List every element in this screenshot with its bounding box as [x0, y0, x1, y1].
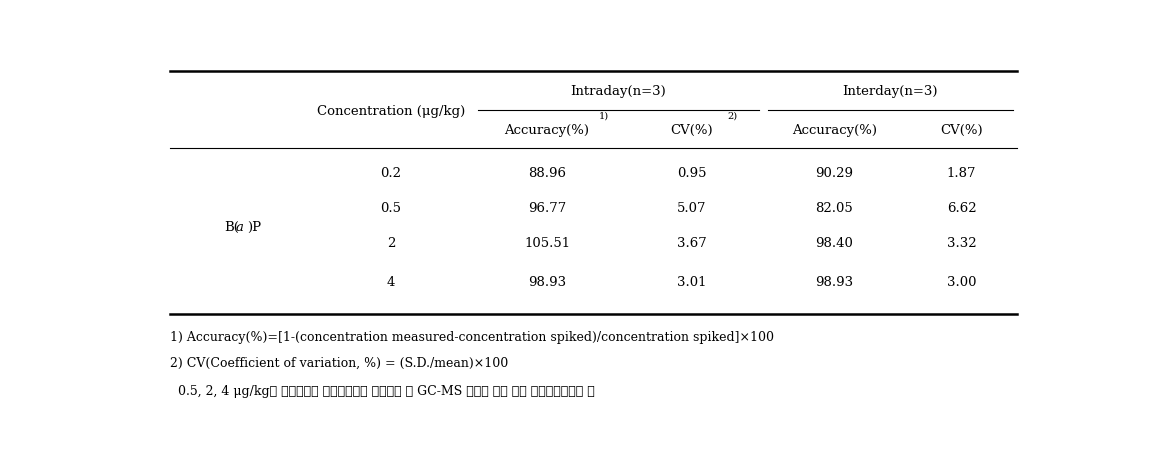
Text: 88.96: 88.96 [528, 167, 566, 180]
Text: 2: 2 [386, 237, 396, 250]
Text: Interday(n=3): Interday(n=3) [843, 86, 938, 98]
Text: 0.5, 2, 4 μg/kg을 올리브유에 스파이킹하여 전처리한 후 GC-MS 분석을 통해 얻은 크로마토그램을 통: 0.5, 2, 4 μg/kg을 올리브유에 스파이킹하여 전처리한 후 GC-… [170, 385, 596, 398]
Text: 96.77: 96.77 [528, 202, 566, 215]
Text: 98.93: 98.93 [815, 276, 853, 289]
Text: CV(%): CV(%) [941, 124, 983, 137]
Text: 0.5: 0.5 [381, 202, 401, 215]
Text: 5.07: 5.07 [677, 202, 706, 215]
Text: 3.00: 3.00 [946, 276, 976, 289]
Text: 82.05: 82.05 [815, 202, 853, 215]
Text: 0.95: 0.95 [677, 167, 706, 180]
Text: 105.51: 105.51 [524, 237, 570, 250]
Text: 1): 1) [599, 112, 608, 121]
Text: a: a [236, 221, 244, 234]
Text: 98.93: 98.93 [528, 276, 566, 289]
Text: 98.40: 98.40 [815, 237, 853, 250]
Text: 3.67: 3.67 [677, 237, 707, 250]
Text: 1.87: 1.87 [946, 167, 976, 180]
Text: CV(%): CV(%) [670, 124, 713, 137]
Text: 2) CV(Coefficient of variation, %) = (S.D./mean)×100: 2) CV(Coefficient of variation, %) = (S.… [170, 357, 508, 370]
Text: 1) Accuracy(%)=[1-(concentration measured-concentration spiked)/concentration sp: 1) Accuracy(%)=[1-(concentration measure… [170, 331, 774, 344]
Text: 3.32: 3.32 [946, 237, 976, 250]
Text: Intraday(n=3): Intraday(n=3) [570, 86, 666, 98]
Text: 3.01: 3.01 [677, 276, 706, 289]
Text: 6.62: 6.62 [946, 202, 976, 215]
Text: 4: 4 [386, 276, 396, 289]
Text: 0.2: 0.2 [381, 167, 401, 180]
Text: Accuracy(%): Accuracy(%) [792, 124, 877, 137]
Text: Concentration (μg/kg): Concentration (μg/kg) [317, 105, 466, 118]
Text: 2): 2) [728, 112, 737, 121]
Text: Accuracy(%): Accuracy(%) [505, 124, 590, 137]
Text: 90.29: 90.29 [815, 167, 853, 180]
Text: )P: )P [247, 221, 261, 234]
Text: B(: B( [224, 221, 239, 234]
